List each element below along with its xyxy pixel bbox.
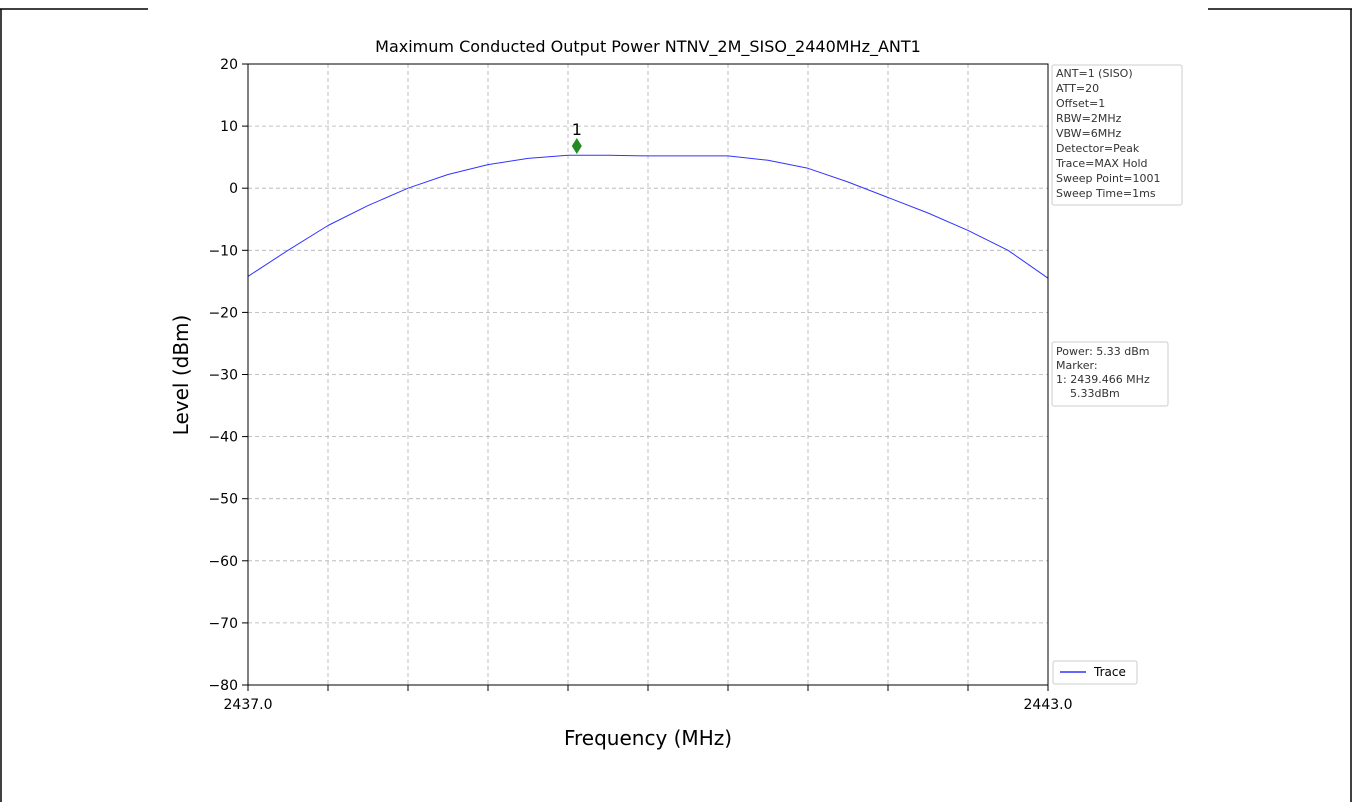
- settings-line: Offset=1: [1056, 97, 1105, 110]
- y-tick-label: −20: [208, 305, 238, 321]
- x-axis-label: Frequency (MHz): [564, 726, 732, 750]
- marker-diamond: [571, 137, 582, 154]
- settings-line: Trace=MAX Hold: [1055, 157, 1148, 170]
- result-line: 1: 2439.466 MHz: [1056, 373, 1150, 386]
- trace-layer: [247, 154, 1049, 279]
- legend-box: [1052, 660, 1138, 685]
- y-tick-label: 10: [220, 119, 238, 135]
- result-line: Marker:: [1056, 359, 1098, 372]
- marker-layer: 1: [572, 120, 582, 154]
- y-tick-label: 0: [229, 181, 238, 197]
- settings-line: ANT=1 (SISO): [1056, 67, 1133, 80]
- y-tick-label: 20: [220, 57, 238, 73]
- settings-line: ATT=20: [1056, 82, 1099, 95]
- result-line: Power: 5.33 dBm: [1056, 345, 1150, 358]
- legend-trace-label: Trace: [1093, 665, 1126, 679]
- settings-box: [1051, 64, 1183, 206]
- y-tick-label: −70: [208, 616, 238, 632]
- trace-line: [247, 154, 1049, 279]
- x-tick-label: 2437.0: [224, 697, 273, 713]
- y-tick-label: −80: [208, 678, 238, 694]
- marker-label: 1: [572, 120, 582, 139]
- y-tick-label: −10: [208, 243, 238, 259]
- settings-line: RBW=2MHz: [1056, 112, 1122, 125]
- y-axis: 20 10 0 −10 −20 −30 −40 −50 −60 −70 −80: [208, 57, 248, 694]
- x-axis: 2437.0 2443.0: [224, 685, 1073, 713]
- grid: [248, 64, 1048, 685]
- y-tick-label: −30: [208, 368, 238, 384]
- y-tick-label: −60: [208, 554, 238, 570]
- result-line: 5.33dBm: [1056, 387, 1120, 400]
- y-tick-label: −50: [208, 492, 238, 508]
- chart-title: Maximum Conducted Output Power NTNV_2M_S…: [375, 37, 921, 57]
- settings-line: Sweep Point=1001: [1056, 172, 1161, 185]
- x-tick-label: 2443.0: [1024, 697, 1073, 713]
- settings-line: VBW=6MHz: [1056, 127, 1122, 140]
- result-box: [1051, 341, 1169, 407]
- settings-lines: ANT=1 (SISO) ATT=20 Offset=1 RBW=2MHz VBW=6M…: [1055, 67, 1161, 200]
- y-axis-label: Level (dBm): [169, 315, 193, 436]
- y-tick-label: −40: [208, 430, 238, 446]
- settings-line: Detector=Peak: [1056, 142, 1140, 155]
- settings-line: Sweep Time=1ms: [1056, 187, 1156, 200]
